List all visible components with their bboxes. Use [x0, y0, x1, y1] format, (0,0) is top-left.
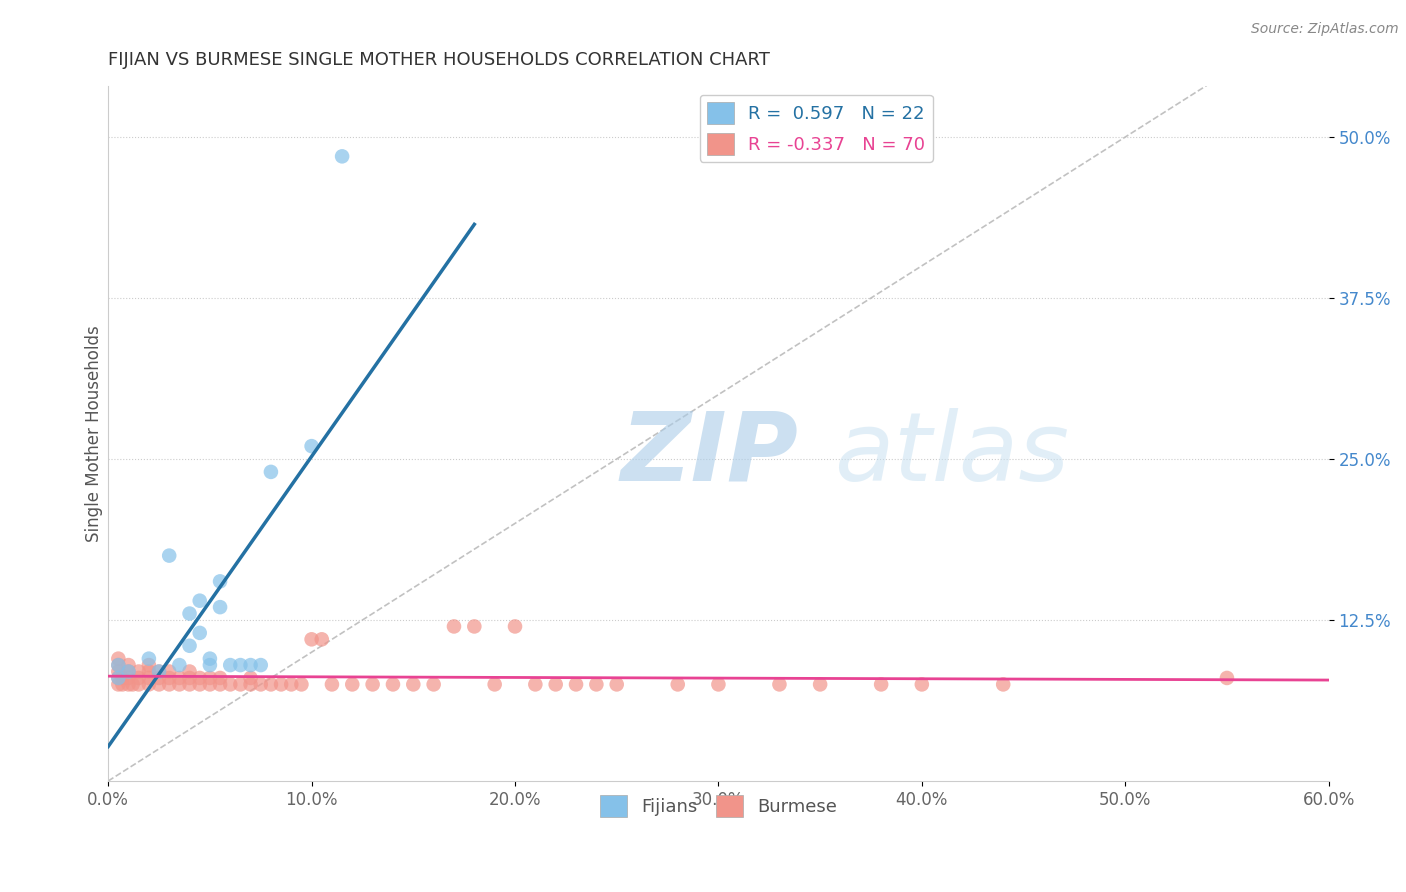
- Point: [179, 677, 201, 691]
- Point: [128, 677, 150, 691]
- Point: [544, 677, 567, 691]
- Point: [270, 677, 292, 691]
- Point: [239, 658, 262, 673]
- Point: [117, 658, 139, 673]
- Point: [330, 149, 353, 163]
- Point: [707, 677, 730, 691]
- Point: [179, 639, 201, 653]
- Point: [107, 658, 129, 673]
- Point: [219, 658, 242, 673]
- Legend: Fijians, Burmese: Fijians, Burmese: [592, 788, 844, 824]
- Point: [402, 677, 425, 691]
- Point: [157, 549, 180, 563]
- Point: [188, 671, 211, 685]
- Point: [121, 677, 143, 691]
- Text: atlas: atlas: [834, 408, 1070, 500]
- Point: [117, 677, 139, 691]
- Point: [107, 671, 129, 685]
- Point: [290, 677, 312, 691]
- Point: [585, 677, 607, 691]
- Point: [249, 677, 271, 691]
- Point: [260, 465, 283, 479]
- Point: [179, 671, 201, 685]
- Point: [301, 439, 323, 453]
- Point: [179, 665, 201, 679]
- Point: [229, 677, 252, 691]
- Point: [148, 671, 170, 685]
- Point: [198, 671, 221, 685]
- Point: [361, 677, 384, 691]
- Point: [209, 671, 232, 685]
- Point: [117, 665, 139, 679]
- Point: [198, 677, 221, 691]
- Point: [111, 671, 134, 685]
- Point: [219, 677, 242, 691]
- Point: [138, 658, 160, 673]
- Point: [209, 677, 232, 691]
- Point: [209, 600, 232, 615]
- Point: [311, 632, 333, 647]
- Point: [249, 658, 271, 673]
- Point: [179, 607, 201, 621]
- Point: [169, 658, 191, 673]
- Point: [443, 619, 465, 633]
- Point: [524, 677, 547, 691]
- Point: [1216, 671, 1239, 685]
- Point: [565, 677, 588, 691]
- Point: [381, 677, 404, 691]
- Point: [107, 665, 129, 679]
- Point: [138, 651, 160, 665]
- Point: [138, 665, 160, 679]
- Point: [484, 677, 506, 691]
- Point: [157, 671, 180, 685]
- Point: [239, 671, 262, 685]
- Point: [198, 658, 221, 673]
- Point: [463, 619, 485, 633]
- Point: [188, 593, 211, 607]
- Point: [280, 677, 302, 691]
- Point: [808, 677, 831, 691]
- Point: [107, 671, 129, 685]
- Point: [321, 677, 343, 691]
- Point: [157, 665, 180, 679]
- Point: [342, 677, 364, 691]
- Point: [260, 677, 283, 691]
- Point: [188, 626, 211, 640]
- Point: [117, 665, 139, 679]
- Point: [870, 677, 893, 691]
- Point: [138, 677, 160, 691]
- Point: [301, 632, 323, 647]
- Point: [188, 677, 211, 691]
- Point: [503, 619, 526, 633]
- Point: [117, 671, 139, 685]
- Point: [111, 677, 134, 691]
- Point: [157, 677, 180, 691]
- Point: [911, 677, 934, 691]
- Point: [128, 665, 150, 679]
- Point: [666, 677, 689, 691]
- Text: FIJIAN VS BURMESE SINGLE MOTHER HOUSEHOLDS CORRELATION CHART: FIJIAN VS BURMESE SINGLE MOTHER HOUSEHOL…: [108, 51, 770, 69]
- Point: [107, 658, 129, 673]
- Y-axis label: Single Mother Households: Single Mother Households: [86, 325, 103, 541]
- Point: [422, 677, 444, 691]
- Point: [209, 574, 232, 589]
- Point: [107, 651, 129, 665]
- Point: [239, 677, 262, 691]
- Point: [148, 677, 170, 691]
- Point: [993, 677, 1015, 691]
- Point: [169, 677, 191, 691]
- Point: [606, 677, 628, 691]
- Point: [229, 658, 252, 673]
- Point: [148, 665, 170, 679]
- Point: [148, 665, 170, 679]
- Point: [198, 651, 221, 665]
- Point: [169, 671, 191, 685]
- Point: [768, 677, 790, 691]
- Text: ZIP: ZIP: [621, 408, 799, 500]
- Point: [128, 671, 150, 685]
- Point: [107, 677, 129, 691]
- Text: Source: ZipAtlas.com: Source: ZipAtlas.com: [1251, 22, 1399, 37]
- Point: [138, 671, 160, 685]
